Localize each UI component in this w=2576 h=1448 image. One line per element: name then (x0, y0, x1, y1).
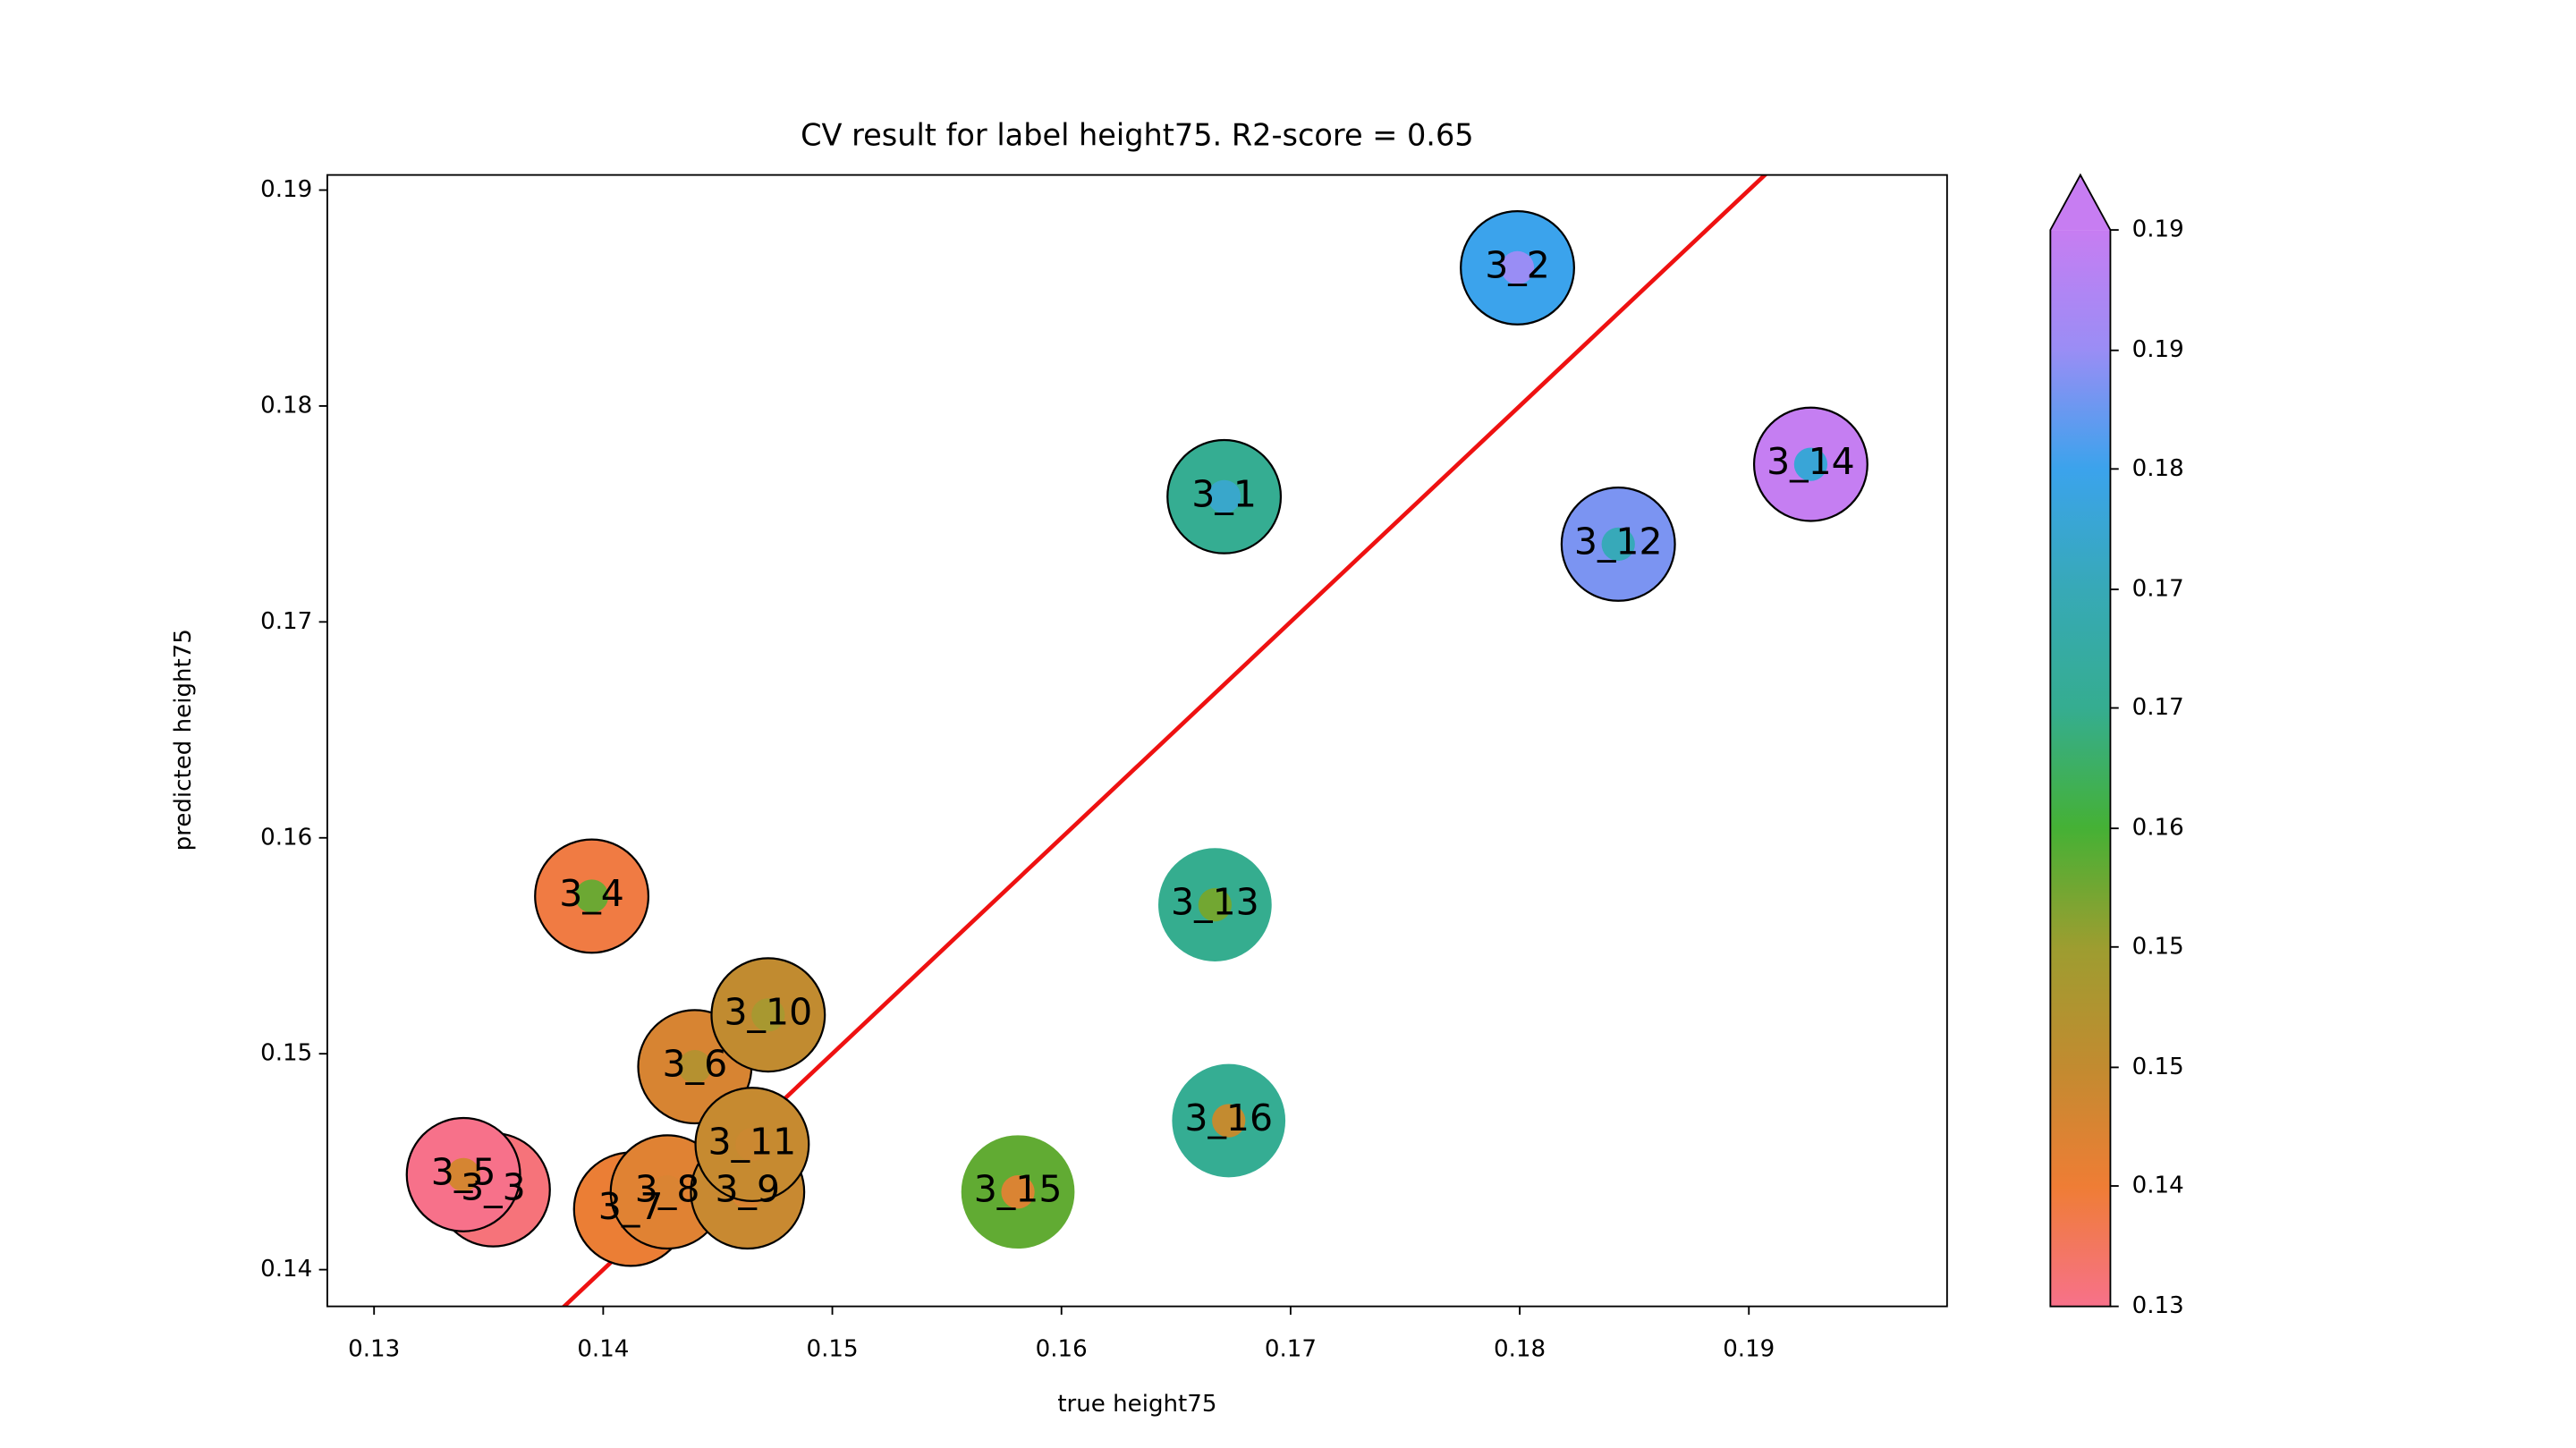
x-tick-label: 0.15 (807, 1336, 859, 1363)
x-tick-label: 0.13 (348, 1336, 400, 1363)
point-label: 3_8 (635, 1168, 700, 1211)
point-label: 3_15 (974, 1168, 1063, 1211)
point-label: 3_13 (1171, 881, 1259, 924)
y-axis-label: predicted height75 (170, 629, 197, 851)
predicted-dot (1207, 479, 1241, 513)
x-tick-label: 0.18 (1494, 1336, 1546, 1363)
colorbar-extend (2050, 174, 2111, 231)
x-axis-label: true height75 (1057, 1391, 1216, 1418)
colorbar-tick-label: 0.19 (2132, 336, 2184, 363)
x-tick-label: 0.16 (1036, 1336, 1088, 1363)
point-label: 3_3 (461, 1165, 526, 1208)
colorbar (2050, 230, 2111, 1307)
point-label: 3_2 (1485, 243, 1550, 286)
identity-line (561, 174, 1768, 1307)
predicted-dot (735, 1127, 769, 1162)
point-label: 3_12 (1574, 520, 1663, 563)
point-label: 3_14 (1767, 440, 1855, 483)
y-tick-label: 0.15 (260, 1040, 312, 1067)
point-label: 3_10 (724, 991, 812, 1034)
point-label: 3_7 (598, 1185, 664, 1228)
colorbar-tick-label: 0.15 (2132, 1054, 2184, 1080)
x-tick-label: 0.14 (577, 1336, 629, 1363)
predicted-dot (1212, 1104, 1246, 1138)
predicted-dot (650, 1175, 684, 1209)
plot-area (405, 174, 1868, 1307)
predicted-dot (446, 1157, 480, 1192)
predicted-dot (574, 879, 609, 913)
colorbar-tick-label: 0.18 (2132, 455, 2184, 482)
y-tick-label: 0.18 (260, 392, 312, 419)
point-label: 3_4 (559, 872, 624, 915)
point-label: 3_1 (1191, 472, 1257, 515)
colorbar-tick-label: 0.15 (2132, 933, 2184, 960)
point-label: 3_11 (708, 1121, 797, 1164)
y-tick-label: 0.19 (260, 176, 312, 203)
point-label: 3_9 (715, 1168, 780, 1211)
colorbar-tick-label: 0.13 (2132, 1292, 2184, 1319)
y-tick-label: 0.17 (260, 608, 312, 635)
colorbar-tick-label: 0.19 (2132, 216, 2184, 243)
y-tick-label: 0.14 (260, 1256, 312, 1283)
predicted-dot (678, 1050, 712, 1084)
colorbar-tick-label: 0.16 (2132, 815, 2184, 842)
predicted-dot (1793, 447, 1828, 481)
plot-frame (326, 174, 1948, 1308)
predicted-dot (1198, 887, 1232, 922)
predicted-dot (1500, 250, 1535, 285)
colorbar-tick-label: 0.14 (2132, 1173, 2184, 1199)
predicted-dot (1001, 1175, 1035, 1209)
x-tick-label: 0.19 (1723, 1336, 1775, 1363)
predicted-dot (751, 998, 785, 1032)
predicted-dot (1601, 527, 1635, 562)
x-tick-label: 0.17 (1265, 1336, 1317, 1363)
point-label: 3_16 (1184, 1097, 1273, 1139)
point-label: 3_5 (431, 1150, 496, 1193)
y-tick-label: 0.16 (260, 824, 312, 851)
colorbar-tick-label: 0.17 (2132, 575, 2184, 602)
colorbar-frame (2049, 173, 2112, 1308)
colorbar-tick-label: 0.17 (2132, 694, 2184, 721)
chart-title: CV result for label height75. R2-score =… (801, 117, 1473, 152)
point-label: 3_6 (663, 1043, 728, 1086)
